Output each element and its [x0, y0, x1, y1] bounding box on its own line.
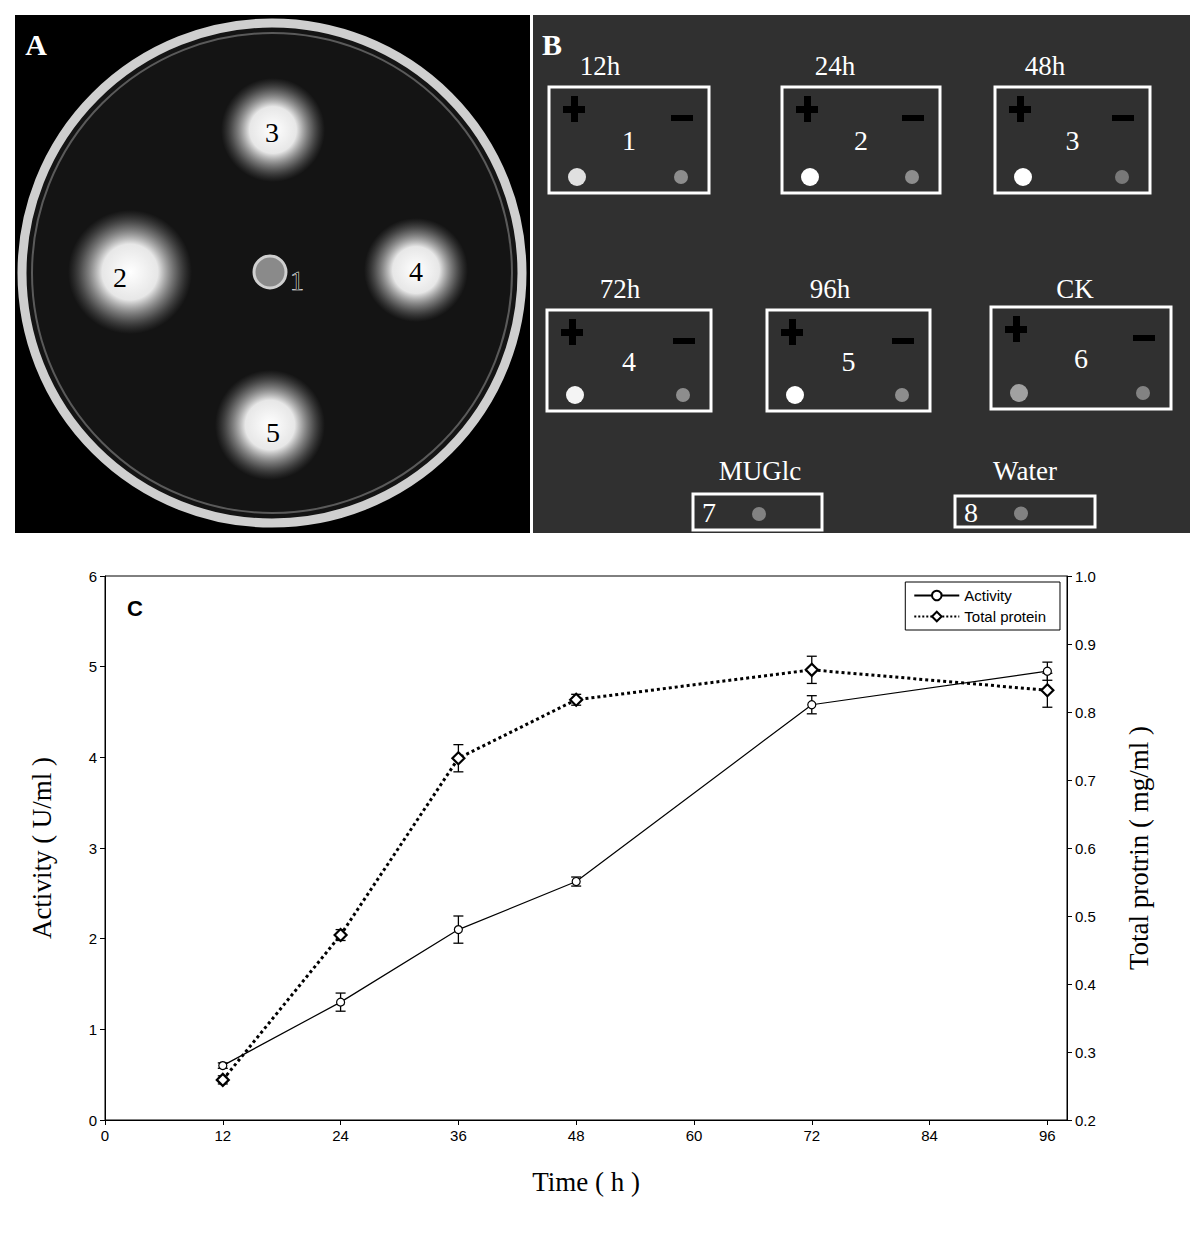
- svg-text:72: 72: [803, 1127, 820, 1144]
- svg-text:96h: 96h: [810, 274, 851, 304]
- svg-text:1: 1: [89, 1021, 97, 1038]
- svg-text:5: 5: [266, 417, 280, 448]
- svg-text:0.8: 0.8: [1075, 704, 1096, 721]
- svg-text:1: 1: [290, 265, 304, 296]
- svg-text:2: 2: [854, 125, 868, 156]
- svg-text:84: 84: [921, 1127, 938, 1144]
- svg-text:B: B: [542, 28, 562, 61]
- svg-text:24: 24: [332, 1127, 349, 1144]
- svg-text:1.0: 1.0: [1075, 568, 1096, 585]
- svg-text:6: 6: [89, 568, 97, 585]
- svg-text:4: 4: [622, 346, 636, 377]
- svg-text:8: 8: [964, 497, 978, 528]
- svg-text:5: 5: [842, 346, 856, 377]
- svg-text:7: 7: [702, 497, 716, 528]
- svg-text:12: 12: [214, 1127, 231, 1144]
- svg-text:0.6: 0.6: [1075, 840, 1096, 857]
- svg-text:Total protrin ( mg/ml ): Total protrin ( mg/ml ): [1124, 726, 1154, 970]
- svg-text:0.5: 0.5: [1075, 908, 1096, 925]
- svg-text:24h: 24h: [815, 51, 856, 81]
- svg-text:0.9: 0.9: [1075, 636, 1096, 653]
- svg-text:A: A: [25, 28, 47, 61]
- svg-text:4: 4: [409, 256, 423, 287]
- svg-text:2: 2: [89, 930, 97, 947]
- svg-text:0.3: 0.3: [1075, 1044, 1096, 1061]
- svg-text:Total protein: Total protein: [964, 608, 1046, 625]
- svg-text:0.7: 0.7: [1075, 772, 1096, 789]
- svg-text:3: 3: [1066, 125, 1080, 156]
- svg-text:1: 1: [622, 125, 636, 156]
- svg-text:6: 6: [1074, 343, 1088, 374]
- svg-text:Water: Water: [993, 456, 1057, 486]
- svg-text:5: 5: [89, 658, 97, 675]
- svg-text:12h: 12h: [580, 51, 621, 81]
- svg-text:2: 2: [113, 262, 127, 293]
- svg-text:36: 36: [450, 1127, 467, 1144]
- svg-text:Activity ( U/ml ): Activity ( U/ml ): [27, 757, 57, 939]
- svg-text:0.2: 0.2: [1075, 1112, 1096, 1129]
- svg-text:3: 3: [265, 117, 279, 148]
- svg-text:96: 96: [1039, 1127, 1056, 1144]
- svg-text:CK: CK: [1056, 274, 1094, 304]
- svg-text:0: 0: [89, 1112, 97, 1129]
- svg-text:48: 48: [568, 1127, 585, 1144]
- svg-text:0.4: 0.4: [1075, 976, 1096, 993]
- svg-text:60: 60: [686, 1127, 703, 1144]
- svg-text:MUGlc: MUGlc: [719, 456, 802, 486]
- svg-text:C: C: [127, 596, 143, 621]
- svg-text:4: 4: [89, 749, 97, 766]
- svg-text:Activity: Activity: [964, 587, 1012, 604]
- svg-text:Time ( h ): Time ( h ): [532, 1167, 640, 1197]
- svg-text:72h: 72h: [600, 274, 641, 304]
- svg-text:0: 0: [101, 1127, 109, 1144]
- svg-text:3: 3: [89, 840, 97, 857]
- svg-text:48h: 48h: [1025, 51, 1066, 81]
